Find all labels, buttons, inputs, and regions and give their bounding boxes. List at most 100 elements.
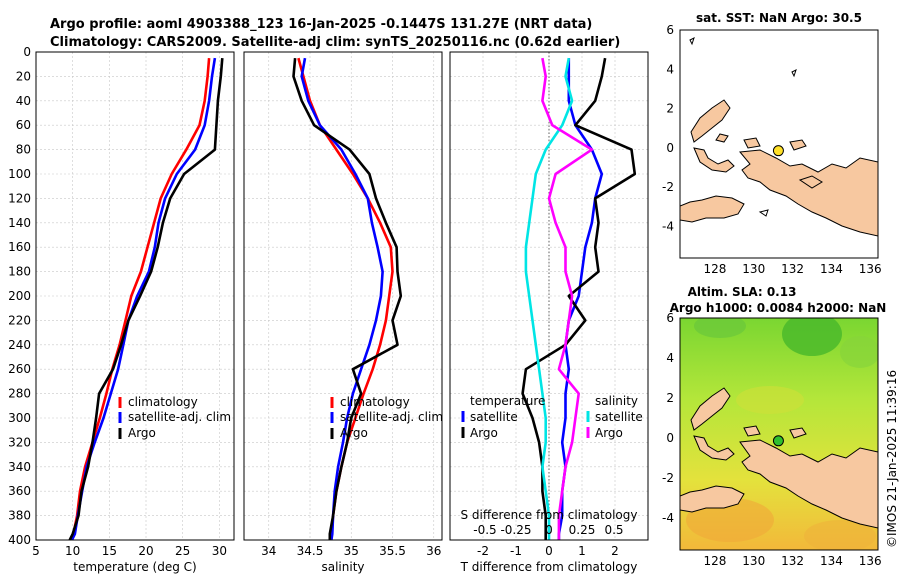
sst-map-tick-labels: 128 130 132 134 136 6 4 2 0 -2 -4: [662, 23, 882, 276]
s-tick: 0.5: [604, 523, 623, 537]
salinity-series: [292, 57, 403, 541]
land-mass: [693, 147, 735, 173]
lon-tick-label: 134: [820, 262, 843, 276]
lon-tick-label: 128: [703, 554, 726, 568]
argo-position-marker: [772, 145, 784, 157]
sla-map-title-line1: Altim. SLA: 0.13: [688, 285, 797, 299]
depth-tick-label: 220: [8, 313, 31, 327]
sla-field-patches: [680, 318, 878, 550]
x-tick-label: 35.5: [379, 544, 406, 558]
legend-t-satellite-label: satellite: [470, 410, 518, 424]
s-tick: 0.25: [569, 523, 596, 537]
series-line-climatology: [69, 57, 211, 541]
island-outline: [758, 209, 769, 217]
lon-tick-label: 130: [742, 262, 765, 276]
figure-title-line1: Argo profile: aoml 4903388_123 16-Jan-20…: [50, 17, 592, 32]
salinity-grid: [244, 52, 442, 540]
legend-satellite-label: satellite-adj. clim: [128, 410, 231, 424]
salinity-xlabel: salinity: [321, 560, 364, 574]
s-difference-axis-label: S difference from climatology: [461, 508, 638, 522]
temperature-series: [68, 57, 224, 541]
sst-map-frame: [679, 29, 879, 259]
land-mass: [789, 139, 807, 151]
x-tick-label: 25: [175, 544, 190, 558]
land-mass: [690, 99, 731, 143]
argo-position-marker: [772, 435, 784, 447]
land-mass: [743, 425, 761, 437]
difference-panel: -2 -1 0 1 2 T difference from climatology S …: [449, 51, 649, 574]
depth-tick-label: 320: [8, 435, 31, 449]
depth-tick-label: 380: [8, 509, 31, 523]
difference-axes-frame: [449, 51, 649, 541]
depth-tick-labels: 0 20 40 60 80 100 120 140 160 180 200 220 240 260 280 3…: [8, 45, 31, 547]
legend-climatology-label: climatology: [128, 395, 198, 409]
temperature-tick-labels: 5 10 15 20 25 30: [32, 544, 227, 558]
temperature-axes-frame: [35, 51, 235, 541]
land-mass: [715, 133, 729, 143]
legend-satellite-label: satellite-adj. clim: [340, 410, 443, 424]
sla-map-tick-labels: 128 130 132 134 136 6 4 2 0 -2 -4: [662, 311, 882, 568]
depth-tick-label: 240: [8, 338, 31, 352]
s-tick: -0.25: [500, 523, 531, 537]
depth-tick-label: 360: [8, 484, 31, 498]
series-line-argo: [68, 57, 224, 541]
s-difference-legend: salinity satellite Argo: [586, 394, 643, 440]
x-tick-label: 30: [212, 544, 227, 558]
x-tick-label: 34: [261, 544, 276, 558]
x-tick-label: 10: [65, 544, 80, 558]
s-difference-tick-labels: -0.5 -0.25 0 0.25 0.5: [473, 523, 623, 537]
land-mass: [739, 439, 878, 529]
depth-tick-label: 20: [16, 69, 31, 83]
sla-low-patch: [804, 520, 876, 550]
depth-tick-label: 160: [8, 240, 31, 254]
sst-coastlines: [680, 37, 878, 237]
lon-tick-label: 134: [820, 554, 843, 568]
land-mass: [798, 175, 823, 189]
depth-tick-label: 60: [16, 118, 31, 132]
salinity-panel: 34 34.5 35 35.5 36 salinity climatology sate…: [243, 51, 443, 574]
depth-tick-label: 140: [8, 216, 31, 230]
sst-map-title: sat. SST: NaN Argo: 30.5: [696, 11, 862, 25]
land-mass: [680, 485, 745, 513]
island-outline: [791, 69, 797, 78]
difference-series: [521, 57, 637, 540]
depth-tick-label: 0: [23, 45, 31, 59]
series-line-climatology: [297, 57, 394, 541]
lat-tick-label: -4: [662, 511, 674, 525]
legend-s-argo-label: Argo: [595, 426, 623, 440]
sla-mid-patch: [736, 386, 804, 414]
series-line-satellite-adj-clim: [70, 57, 217, 541]
lat-tick-label: 4: [666, 351, 674, 365]
sla-high-patch: [782, 318, 842, 356]
x-tick-label: 20: [138, 544, 153, 558]
lat-tick-label: 6: [666, 311, 674, 325]
salinity-tick-labels: 34 34.5 35 35.5 36: [261, 544, 441, 558]
land-mass: [743, 137, 761, 149]
sla-map-frame: [679, 317, 879, 551]
difference-grid: [450, 52, 648, 540]
x-tick-label: 35: [344, 544, 359, 558]
sla-map-title-line2: Argo h1000: 0.0084 h2000: NaN: [670, 301, 887, 315]
island-outline: [689, 37, 695, 46]
depth-tick-label: 100: [8, 167, 31, 181]
depth-tick-label: 280: [8, 387, 31, 401]
sla-high-patch: [694, 318, 746, 338]
lat-tick-label: 2: [666, 102, 674, 116]
sla-low-patch: [686, 498, 774, 542]
x-tick-label: -1: [510, 544, 522, 558]
depth-tick-label: 120: [8, 191, 31, 205]
temperature-xlabel: temperature (deg C): [73, 560, 196, 574]
temperature-grid: [36, 52, 234, 540]
t-difference-xlabel: T difference from climatology: [460, 560, 638, 574]
lat-tick-label: 2: [666, 391, 674, 405]
series-line-s-argo: [541, 57, 594, 540]
imos-credit: ©IMOS 21-Jan-2025 11:39:16: [885, 370, 899, 548]
sla-map-panel: Altim. SLA: 0.13 Argo h1000: 0.0084 h200…: [662, 285, 886, 568]
x-tick-label: 15: [102, 544, 117, 558]
sla-high-patch: [840, 336, 878, 368]
depth-tick-label: 180: [8, 265, 31, 279]
lat-tick-label: -4: [662, 220, 674, 234]
s-tick: -0.5: [473, 523, 496, 537]
lon-tick-label: 128: [703, 262, 726, 276]
